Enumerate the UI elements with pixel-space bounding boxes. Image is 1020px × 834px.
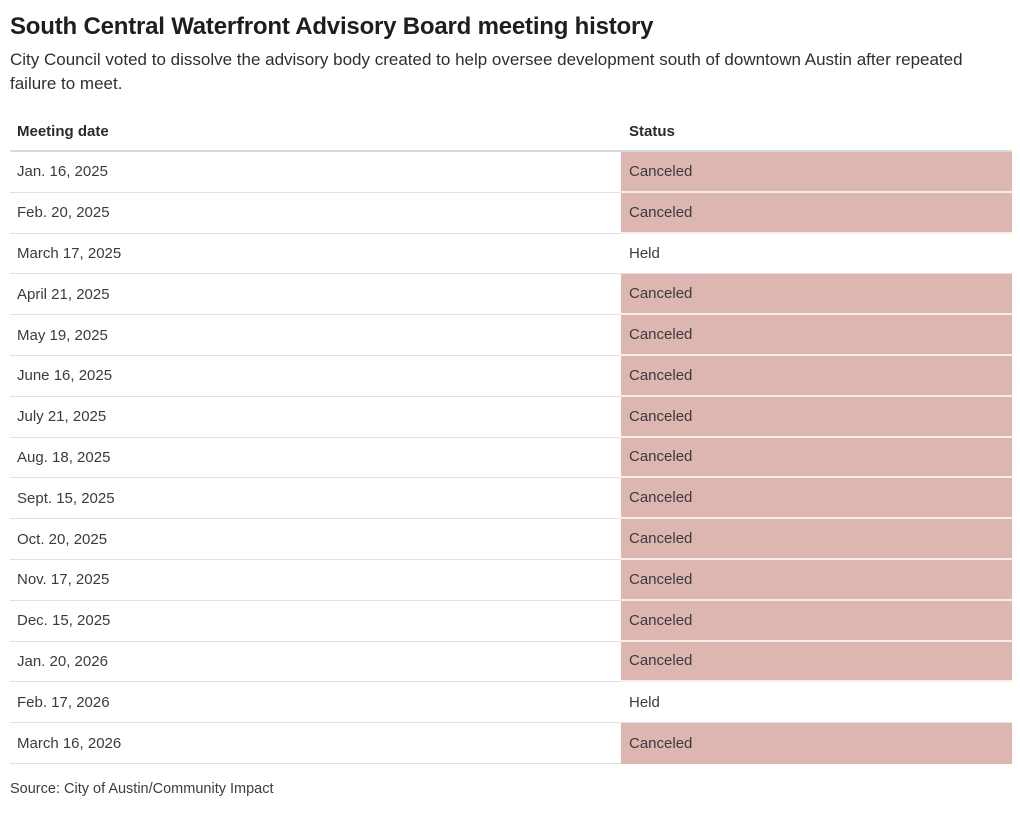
meeting-date-cell: Oct. 20, 2025	[10, 519, 621, 560]
meeting-date-cell: July 21, 2025	[10, 397, 621, 438]
table-row: July 21, 2025 Canceled	[10, 396, 1012, 438]
status-cell: Held	[621, 682, 1012, 724]
status-cell: Canceled	[621, 152, 1012, 193]
meeting-date-cell: Jan. 20, 2026	[10, 642, 621, 683]
meeting-date-cell: March 17, 2025	[10, 234, 621, 275]
table-row: Feb. 17, 2026 Held	[10, 682, 1012, 724]
status-cell: Canceled	[621, 315, 1012, 356]
table-row: Sept. 15, 2025 Canceled	[10, 478, 1012, 520]
page-title: South Central Waterfront Advisory Board …	[10, 13, 654, 40]
meeting-date-cell: Feb. 20, 2025	[10, 193, 621, 234]
table-row: March 16, 2026 Canceled	[10, 723, 1012, 764]
table-row: May 19, 2025 Canceled	[10, 315, 1012, 356]
meeting-history-table: Meeting date Status Jan. 16, 2025 Cancele…	[10, 112, 1012, 764]
status-cell: Canceled	[621, 559, 1012, 601]
meeting-date-cell: Aug. 18, 2025	[10, 438, 621, 479]
status-cell: Canceled	[621, 355, 1012, 397]
table-row: June 16, 2025 Canceled	[10, 355, 1012, 397]
meeting-date-cell: May 19, 2025	[10, 315, 621, 356]
table-row: Dec. 15, 2025 Canceled	[10, 600, 1012, 642]
table-row: March 17, 2025 Held	[10, 233, 1012, 275]
table-row: Feb. 20, 2025 Canceled	[10, 192, 1012, 234]
status-cell: Held	[621, 233, 1012, 275]
table-header-row: Meeting date Status	[10, 112, 1012, 152]
meeting-date-cell: Jan. 16, 2025	[10, 152, 621, 193]
column-header-meeting-date: Meeting date	[17, 122, 109, 140]
table-row: April 21, 2025 Canceled	[10, 274, 1012, 316]
meeting-date-cell: Sept. 15, 2025	[10, 478, 621, 520]
meeting-date-cell: Nov. 17, 2025	[10, 560, 621, 601]
meeting-date-cell: March 16, 2026	[10, 723, 621, 764]
status-cell: Canceled	[621, 437, 1012, 479]
table-row: Nov. 17, 2025 Canceled	[10, 559, 1012, 601]
meeting-date-cell: June 16, 2025	[10, 356, 621, 397]
table-row: Jan. 20, 2026 Canceled	[10, 641, 1012, 683]
table-row: Aug. 18, 2025 Canceled	[10, 437, 1012, 479]
status-cell: Canceled	[621, 723, 1012, 764]
status-cell: Canceled	[621, 641, 1012, 683]
status-cell: Canceled	[621, 274, 1012, 316]
table-row: Oct. 20, 2025 Canceled	[10, 519, 1012, 560]
column-header-status: Status	[629, 122, 675, 140]
table-row: Jan. 16, 2025 Canceled	[10, 152, 1012, 193]
subtitle: City Council voted to dissolve the advis…	[10, 50, 963, 93]
status-cell: Canceled	[621, 519, 1012, 560]
table-body: Jan. 16, 2025 Canceled Feb. 20, 2025 Cancel…	[10, 152, 1012, 764]
source-attribution: Source: City of Austin/Community Impact	[10, 780, 274, 797]
status-cell: Canceled	[621, 396, 1012, 438]
status-cell: Canceled	[621, 478, 1012, 520]
meeting-date-cell: Dec. 15, 2025	[10, 601, 621, 642]
status-cell: Canceled	[621, 600, 1012, 642]
status-cell: Canceled	[621, 192, 1012, 234]
meeting-date-cell: April 21, 2025	[10, 274, 621, 316]
meeting-date-cell: Feb. 17, 2026	[10, 682, 621, 724]
